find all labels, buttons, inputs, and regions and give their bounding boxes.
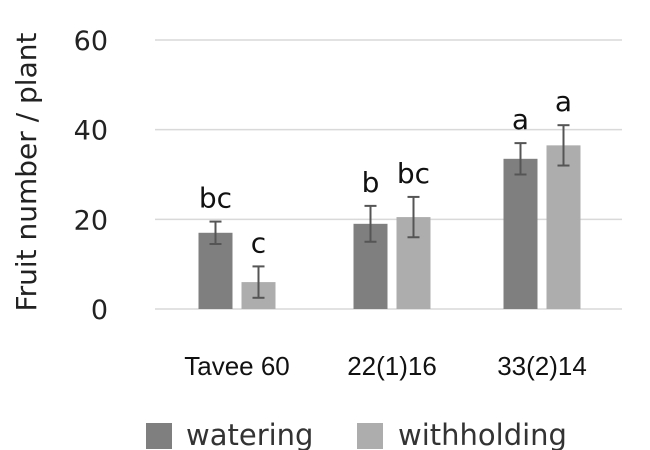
y-tick-label: 40 (74, 116, 108, 147)
x-axis-categories: Tavee 60 22(1)16 33(2)14 (184, 351, 587, 381)
x-category-label: Tavee 60 (184, 351, 290, 381)
x-category-label: 33(2)14 (497, 351, 587, 381)
legend: watering withholding (146, 418, 567, 450)
bar-watering-2 (503, 158, 538, 309)
y-tick-label: 20 (74, 205, 108, 236)
significance-letter: b (362, 166, 380, 199)
y-tick-label: 0 (91, 295, 108, 326)
bar-withholding-2 (546, 145, 581, 309)
legend-swatch-watering (146, 423, 172, 449)
legend-swatch-withholding (357, 423, 383, 449)
y-tick-label: 60 (74, 26, 108, 57)
significance-letter: c (251, 226, 266, 259)
significance-letter: bc (199, 182, 232, 215)
significance-letter: bc (397, 157, 430, 190)
bar-watering-0 (198, 232, 233, 309)
gridlines (155, 39, 622, 310)
legend-label-watering: watering (186, 418, 313, 450)
significance-letter: a (512, 103, 529, 136)
y-axis-label: Fruit number / plant (10, 33, 43, 312)
y-axis-ticks: 0 20 40 60 (74, 26, 108, 326)
legend-label-withholding: withholding (398, 418, 567, 450)
significance-letter: a (555, 85, 572, 118)
x-category-label: 22(1)16 (347, 351, 437, 381)
